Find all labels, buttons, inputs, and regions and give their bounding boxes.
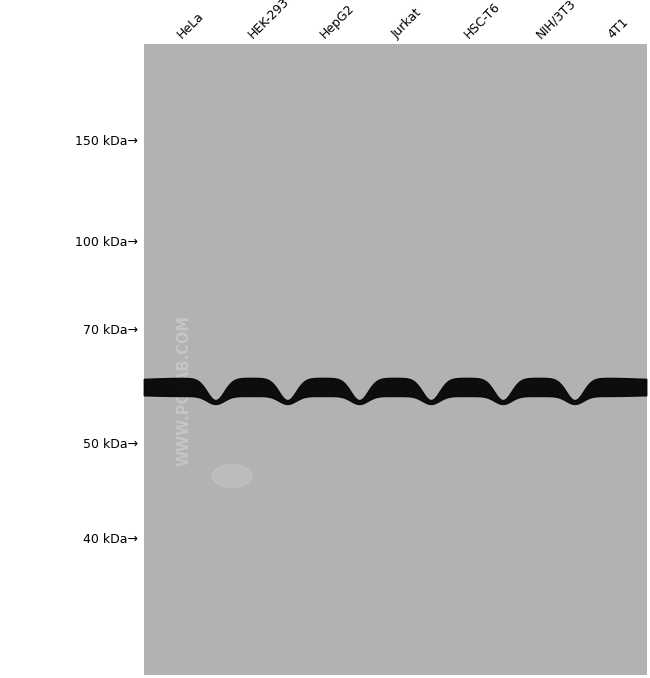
Text: HEK-293: HEK-293 [246,0,292,41]
Text: HeLa: HeLa [174,9,206,41]
Text: WWW.PGLAB.COM: WWW.PGLAB.COM [177,315,192,466]
Text: 4T1: 4T1 [605,15,630,41]
Text: 100 kDa→: 100 kDa→ [75,236,138,250]
Text: HSC-T6: HSC-T6 [462,0,502,41]
Text: Jurkat: Jurkat [389,6,424,41]
Text: NIH/3T3: NIH/3T3 [533,0,578,41]
Text: 50 kDa→: 50 kDa→ [83,438,138,451]
Text: 150 kDa→: 150 kDa→ [75,136,138,148]
Polygon shape [212,464,252,487]
Text: 70 kDa→: 70 kDa→ [83,325,138,338]
Bar [144,44,647,675]
Bar [0,0,144,678]
Polygon shape [144,378,647,405]
Text: HepG2: HepG2 [318,1,357,41]
Text: 40 kDa→: 40 kDa→ [83,532,138,546]
